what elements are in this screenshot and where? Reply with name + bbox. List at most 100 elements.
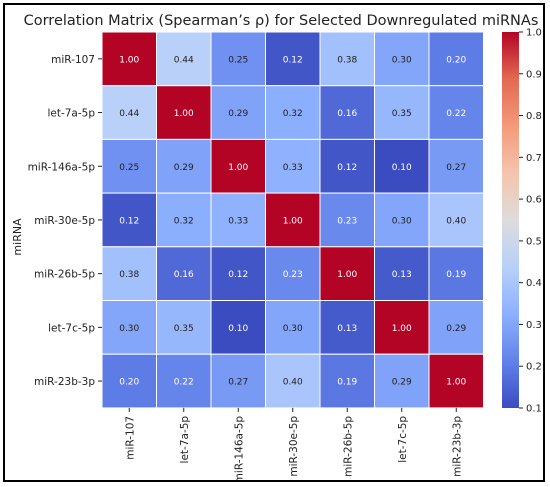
cell-value-label: 1.00 xyxy=(174,109,194,119)
row-label: let-7c-5p xyxy=(48,322,95,334)
cell-value-label: 1.00 xyxy=(283,216,303,226)
cell-value-label: 0.44 xyxy=(119,109,139,119)
cell-value-label: 0.35 xyxy=(392,109,412,119)
heatmap-cell xyxy=(265,192,321,248)
column-label: let-7a-5p xyxy=(179,416,191,464)
colorbar-tick-label: 0.7 xyxy=(526,153,542,164)
heatmap-chart: Correlation Matrix (Spearman’s ρ) for Se… xyxy=(11,13,542,483)
cell-value-label: 0.25 xyxy=(119,163,139,173)
colorbar-tick-label: 0.6 xyxy=(526,195,542,206)
column-label: let-7c-5p xyxy=(397,416,409,463)
cell-value-label: 1.00 xyxy=(392,324,412,334)
cell-value-label: 0.10 xyxy=(228,324,248,334)
cell-value-label: 0.27 xyxy=(446,163,466,173)
cell-value-label: 0.23 xyxy=(337,216,357,226)
cell-value-label: 0.13 xyxy=(337,324,357,334)
cell-value-label: 1.00 xyxy=(228,163,248,173)
cell-value-label: 0.32 xyxy=(174,216,194,226)
cell-value-label: 0.40 xyxy=(446,216,466,226)
y-axis-label: miRNA xyxy=(11,218,24,256)
heatmap-cell xyxy=(428,192,484,248)
colorbar-scale xyxy=(502,32,519,408)
colorbar: 0.1 0.2 0.3 0.4 0.5 0.6 0.7 0.8 0.9 1.0 xyxy=(502,28,542,415)
colorbar-tick-label: 0.5 xyxy=(526,236,542,247)
column-label: miR-146a-5p xyxy=(233,416,245,480)
heatmap-cell xyxy=(101,192,157,248)
cell-value-label: 0.10 xyxy=(392,163,412,173)
cell-value-label: 0.22 xyxy=(174,378,194,388)
heatmap-cell xyxy=(428,138,484,194)
heatmap-cell xyxy=(101,246,157,302)
heatmap-cell xyxy=(428,353,484,409)
heatmap-cell xyxy=(156,192,212,248)
figure-frame: Correlation Matrix (Spearman’s ρ) for Se… xyxy=(3,3,545,483)
colorbar-tick-label: 1.0 xyxy=(526,28,542,39)
cell-value-label: 0.12 xyxy=(119,216,139,226)
heatmap-cell xyxy=(428,85,484,140)
colorbar-tick-label: 0.9 xyxy=(526,69,542,80)
heatmap-cell xyxy=(319,353,375,409)
cell-value-label: 0.35 xyxy=(174,324,194,334)
heatmap-cell xyxy=(428,300,484,355)
heatmap-cell xyxy=(265,300,321,355)
cell-value-label: 0.30 xyxy=(119,324,139,334)
cell-value-label: 0.19 xyxy=(337,378,357,388)
cell-value-label: 0.20 xyxy=(119,378,139,388)
cell-value-label: 0.23 xyxy=(283,270,303,280)
colorbar-tick-label: 0.4 xyxy=(526,278,542,289)
cell-value-label: 1.00 xyxy=(119,55,139,65)
cell-value-label: 0.16 xyxy=(174,270,194,280)
colorbar-tick-label: 0.2 xyxy=(526,362,542,373)
heatmap-cell xyxy=(319,85,375,140)
heatmap-cells: 1.00 0.44 0.25 0.12 0.38 0.30 0.20 0.44 1.00 0.29… xyxy=(101,31,484,409)
cell-value-label: 0.30 xyxy=(392,55,412,65)
cell-value-label: 0.29 xyxy=(174,163,194,173)
cell-value-label: 0.32 xyxy=(283,109,303,119)
row-label: miR-107 xyxy=(51,54,95,66)
cell-value-label: 0.12 xyxy=(337,163,357,173)
cell-value-label: 1.00 xyxy=(337,270,357,280)
column-label: miR-23b-3p xyxy=(451,416,463,477)
cell-value-label: 0.20 xyxy=(446,55,466,65)
heatmap-cell xyxy=(210,246,266,302)
cell-value-label: 0.33 xyxy=(228,216,248,226)
cell-value-label: 0.38 xyxy=(119,270,139,280)
cell-value-label: 0.12 xyxy=(228,270,248,280)
heatmap-cell xyxy=(156,31,212,87)
column-label: miR-107 xyxy=(124,416,136,460)
heatmap-cell xyxy=(101,31,157,87)
row-label: miR-26b-5p xyxy=(34,269,95,281)
row-label: miR-23b-3p xyxy=(34,376,95,388)
colorbar-tick-label: 0.1 xyxy=(526,404,542,415)
heatmap-cell xyxy=(156,138,212,194)
heatmap-cell xyxy=(374,138,430,194)
cell-value-label: 0.25 xyxy=(228,55,248,65)
cell-value-label: 0.44 xyxy=(174,55,194,65)
row-label: miR-30e-5p xyxy=(34,215,95,227)
cell-value-label: 0.33 xyxy=(283,163,303,173)
cell-value-label: 0.30 xyxy=(392,216,412,226)
cell-value-label: 0.13 xyxy=(392,270,412,280)
heatmap-cell xyxy=(210,138,266,194)
cell-value-label: 0.29 xyxy=(446,324,466,334)
column-label: miR-30e-5p xyxy=(288,416,300,477)
heatmap-cell xyxy=(319,300,375,355)
heatmap-cell xyxy=(210,353,266,409)
heatmap-cell xyxy=(265,138,321,194)
cell-value-label: 0.40 xyxy=(283,378,303,388)
cell-value-label: 0.29 xyxy=(228,109,248,119)
cell-value-label: 0.30 xyxy=(283,324,303,334)
column-label: miR-26b-5p xyxy=(342,416,354,477)
row-labels: miR-107 let-7a-5p miR-146a-5p miR-30e-5p miR… xyxy=(28,54,102,388)
heatmap-cell xyxy=(374,31,430,87)
cell-value-label: 1.00 xyxy=(446,378,466,388)
colorbar-tick-label: 0.3 xyxy=(526,320,542,331)
cell-value-label: 0.22 xyxy=(446,109,466,119)
cell-value-label: 0.19 xyxy=(446,270,466,280)
cell-value-label: 0.29 xyxy=(392,378,412,388)
heatmap-cell xyxy=(210,85,266,140)
colorbar-tick-label: 0.8 xyxy=(526,111,542,122)
row-label: let-7a-5p xyxy=(47,108,95,120)
chart-title: Correlation Matrix (Spearman’s ρ) for Se… xyxy=(24,13,539,29)
column-labels: miR-107 let-7a-5p miR-146a-5p miR-30e-5p miR… xyxy=(124,407,463,483)
